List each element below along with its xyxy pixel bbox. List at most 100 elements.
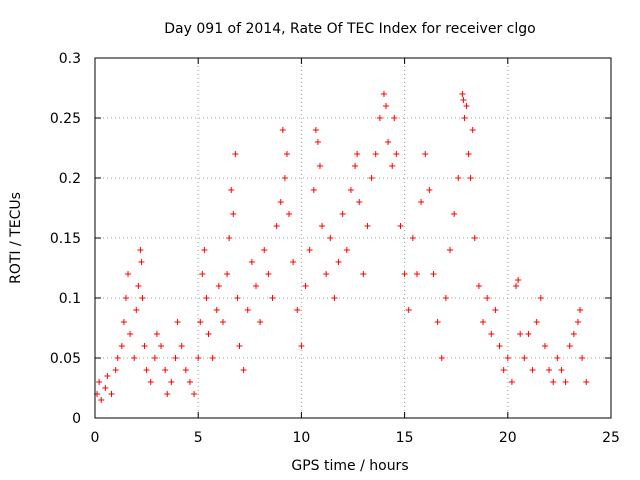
plot-frame (94, 57, 612, 419)
data-point (162, 367, 169, 373)
data-point (385, 139, 392, 145)
data-point (168, 379, 175, 385)
x-tick-label: 5 (194, 430, 203, 446)
data-point (583, 379, 590, 385)
data-point (352, 163, 359, 169)
data-point (114, 355, 121, 361)
data-point (182, 367, 189, 373)
data-point (546, 367, 553, 373)
data-point (269, 295, 276, 301)
data-point (314, 139, 321, 145)
data-points (94, 91, 590, 403)
data-point (401, 271, 408, 277)
data-point (158, 343, 165, 349)
data-point (244, 307, 251, 313)
data-point (467, 175, 474, 181)
data-point (120, 319, 127, 325)
data-point (461, 115, 468, 121)
data-point (376, 115, 383, 121)
y-tick-label: 0.05 (50, 351, 81, 367)
data-point (319, 223, 326, 229)
data-point (261, 247, 268, 253)
data-point (574, 319, 581, 325)
y-tick-label: 0.3 (59, 51, 81, 67)
data-point (451, 211, 458, 217)
data-point (108, 391, 115, 397)
x-tick-label: 20 (499, 430, 517, 446)
data-point (201, 247, 208, 253)
data-point (459, 91, 466, 97)
data-point (234, 295, 241, 301)
data-point (118, 343, 125, 349)
data-point (356, 199, 363, 205)
data-point (316, 163, 323, 169)
data-point (418, 199, 425, 205)
data-point (515, 277, 522, 283)
data-point (504, 355, 511, 361)
chart-title: Day 091 of 2014, Rate Of TEC Index for r… (164, 21, 535, 37)
data-point (137, 247, 144, 253)
data-point (430, 271, 437, 277)
data-point (240, 367, 247, 373)
data-point (277, 199, 284, 205)
data-point (475, 283, 482, 289)
data-point (389, 163, 396, 169)
data-point (133, 307, 140, 313)
data-point (306, 247, 313, 253)
data-point (409, 235, 416, 241)
data-point (554, 355, 561, 361)
grid (95, 58, 611, 418)
data-point (232, 151, 239, 157)
data-point (312, 127, 319, 133)
data-point (298, 343, 305, 349)
data-point (127, 331, 134, 337)
data-point (236, 343, 243, 349)
data-point (153, 331, 160, 337)
data-point (302, 283, 309, 289)
data-point (537, 295, 544, 301)
data-point (219, 319, 226, 325)
data-point (339, 211, 346, 217)
data-point (368, 175, 375, 181)
x-tick-label: 10 (292, 430, 310, 446)
data-point (496, 343, 503, 349)
data-point (310, 187, 317, 193)
data-point (465, 151, 472, 157)
data-point (125, 271, 132, 277)
data-point (513, 283, 520, 289)
data-point (579, 355, 586, 361)
data-point (205, 331, 212, 337)
data-point (393, 151, 400, 157)
data-point (383, 103, 390, 109)
data-point (138, 259, 145, 265)
data-point (447, 247, 454, 253)
data-point (104, 373, 111, 379)
data-point (405, 307, 412, 313)
data-point (391, 115, 398, 121)
data-point (354, 151, 361, 157)
data-point (508, 379, 515, 385)
data-point (294, 307, 301, 313)
data-point (480, 319, 487, 325)
data-point (213, 307, 220, 313)
data-point (372, 151, 379, 157)
data-point (178, 343, 185, 349)
y-tick-label: 0.15 (50, 231, 81, 247)
data-point (455, 175, 462, 181)
data-point (248, 259, 255, 265)
data-point (380, 91, 387, 97)
data-point (442, 295, 449, 301)
data-point (500, 367, 507, 373)
data-point (147, 379, 154, 385)
data-point (226, 235, 233, 241)
y-tick-label: 0.2 (59, 171, 81, 187)
data-point (471, 235, 478, 241)
data-point (286, 211, 293, 217)
data-point (186, 379, 193, 385)
data-point (426, 187, 433, 193)
data-point (135, 283, 142, 289)
x-axis-title: GPS time / hours (291, 458, 408, 474)
data-point (562, 379, 569, 385)
y-tick-label: 0 (72, 411, 81, 427)
